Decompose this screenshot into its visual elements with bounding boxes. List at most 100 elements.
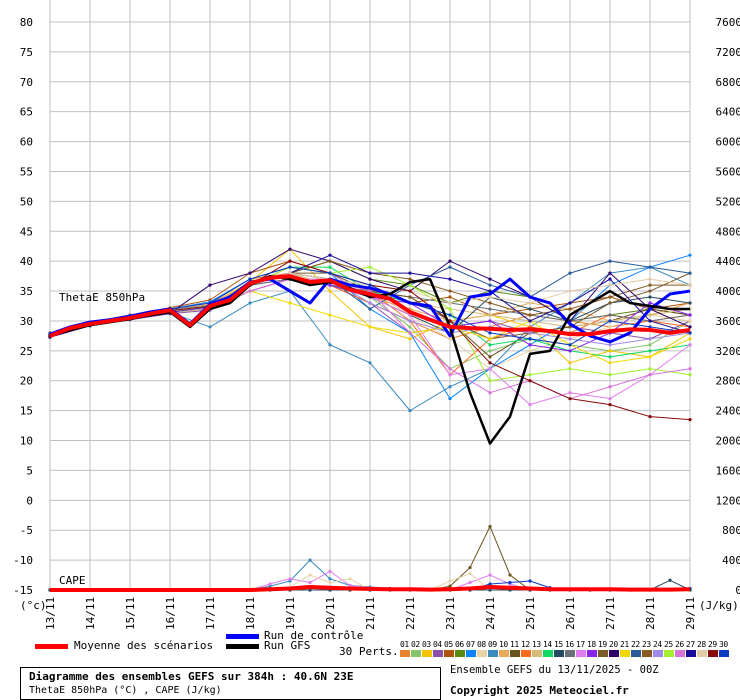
perturbation-27-line-point <box>328 253 332 257</box>
cape-perturbation-30-line-point <box>488 582 492 586</box>
y-tick-left: -10 <box>13 554 33 567</box>
y-tick-right: 3200 <box>716 345 740 358</box>
perturbation-30-line-point <box>288 265 292 269</box>
perturbation-number: 02 <box>411 640 420 649</box>
y-tick-left: 70 <box>20 76 33 89</box>
perturbation-07-line-point <box>448 397 452 401</box>
perturbation-09-line-point <box>328 343 332 347</box>
perturbation-number: 21 <box>620 640 629 649</box>
perturbation-17-line-point <box>608 397 612 401</box>
y-tick-right: 6800 <box>716 76 740 89</box>
perturbation-22-line-point <box>448 265 452 269</box>
perturbation-number: 18 <box>587 640 596 649</box>
cape-perturbation-17-line-point <box>288 577 292 581</box>
perturbation-18-line-point <box>688 313 692 317</box>
perturbation-25-line-point <box>368 265 372 269</box>
perturbation-17-line-point <box>688 343 692 347</box>
perturbation-22-line-point <box>488 283 492 287</box>
y-tick-right: 5200 <box>716 195 740 208</box>
perturbation-number: 15 <box>554 640 563 649</box>
perturbation-color-swatch <box>477 650 487 657</box>
perturbation-17-line-point <box>568 391 572 395</box>
perturbation-number: 26 <box>675 640 684 649</box>
perturbation-15-line-point <box>688 301 692 305</box>
perturbation-20-line-point <box>688 325 692 329</box>
perturbation-28-line-point <box>608 283 612 287</box>
perturbation-21-line-point <box>288 301 292 305</box>
perturbation-color-swatch <box>488 650 498 657</box>
perturbation-30-line-point <box>688 331 692 335</box>
perturbation-21-line-point <box>488 337 492 341</box>
cape-perturbation-08-line-point <box>468 571 472 576</box>
x-tick-label: 21/11 <box>364 597 377 630</box>
y-tick-left: 20 <box>20 375 33 388</box>
perturbation-color-swatch <box>576 650 586 657</box>
perturbation-26-line-point <box>248 289 252 293</box>
x-tick-label: 13/11 <box>44 597 57 630</box>
perturbation-color-swatch <box>587 650 597 657</box>
perturbation-number: 25 <box>664 640 673 649</box>
perturbation-number: 24 <box>653 640 662 649</box>
perturbation-29-line-point <box>288 259 292 263</box>
perturbation-29-line-point <box>608 403 612 407</box>
perturbation-number: 20 <box>609 640 618 649</box>
perturbation-30-line-point <box>648 325 652 329</box>
perturbation-23-line-point <box>448 289 452 293</box>
perturbation-30-line-point <box>608 319 612 323</box>
y-tick-left: 10 <box>20 435 33 448</box>
perturbation-25-line-point <box>488 379 492 383</box>
perturbation-24-line-point <box>408 319 412 323</box>
y-tick-right: 7600 <box>716 16 740 29</box>
perturbation-18-line-point <box>648 301 652 305</box>
perturbation-29-line-point <box>568 397 572 401</box>
perturbation-05-line-point <box>448 295 452 299</box>
perturbation-15-line-point <box>528 307 532 311</box>
perturbation-30-line-point <box>448 313 452 317</box>
left-axis-unit: (°c) <box>20 599 47 612</box>
perturbation-20-line-point <box>448 259 452 263</box>
cape-perturbation-30-line-point <box>508 580 512 585</box>
perturbation-27-line-point <box>528 319 532 323</box>
perturbation-25-line-point <box>608 373 612 377</box>
x-tick-label: 17/11 <box>204 597 217 630</box>
cape-perturbation-17-line-point <box>488 573 492 577</box>
perturbation-number: 03 <box>422 640 431 649</box>
perturbation-color-swatch <box>642 650 652 657</box>
perturbation-18-line-point <box>528 343 532 347</box>
perturbation-20-line-point <box>368 277 372 281</box>
perturbation-09-line-point <box>248 301 252 305</box>
perturbation-color-swatch <box>455 650 465 657</box>
perturbation-29-line-point <box>448 319 452 323</box>
perturbation-22-line-point <box>608 259 612 263</box>
x-tick-label: 18/11 <box>244 597 257 630</box>
y-tick-left: 5 <box>26 464 33 477</box>
perturbation-27-line-point <box>368 271 372 275</box>
perturbation-09-line-point <box>448 385 452 389</box>
perturbation-number: 23 <box>642 640 651 649</box>
y-tick-right: 5600 <box>716 165 740 178</box>
perturbation-30-line-point <box>248 277 252 281</box>
perturbation-color-swatch <box>664 650 674 657</box>
perturbation-28-line-point <box>528 301 532 305</box>
perturbation-27-line-point <box>448 277 452 281</box>
perturbation-number: 09 <box>488 640 497 649</box>
y-tick-right: 400 <box>722 554 740 567</box>
perturbation-17-line-point <box>448 373 452 377</box>
cape-series-label: CAPE <box>59 574 86 587</box>
cape-perturbation-08-line-point <box>448 579 452 583</box>
perturbation-24-line-point <box>648 337 652 341</box>
cape-perturbation-08-line-point <box>348 577 352 581</box>
perturbation-color-swatch <box>675 650 685 657</box>
perturbation-number: 05 <box>444 640 453 649</box>
cape-perturbation-17-line-point <box>308 580 312 585</box>
perturbation-25-line-point <box>408 283 412 287</box>
perturbation-09-line-point <box>368 361 372 365</box>
perturbation-30-line-point <box>528 337 532 341</box>
perturbation-27-line-point <box>408 271 412 275</box>
run-info: Ensemble GEFS du 13/11/2025 - 00Z <box>450 664 659 676</box>
legend-gfs-label: Run GFS <box>264 639 311 652</box>
x-tick-label: 27/11 <box>604 597 617 630</box>
perturbation-number: 16 <box>565 640 574 649</box>
perturbation-21-line-point <box>688 337 692 341</box>
